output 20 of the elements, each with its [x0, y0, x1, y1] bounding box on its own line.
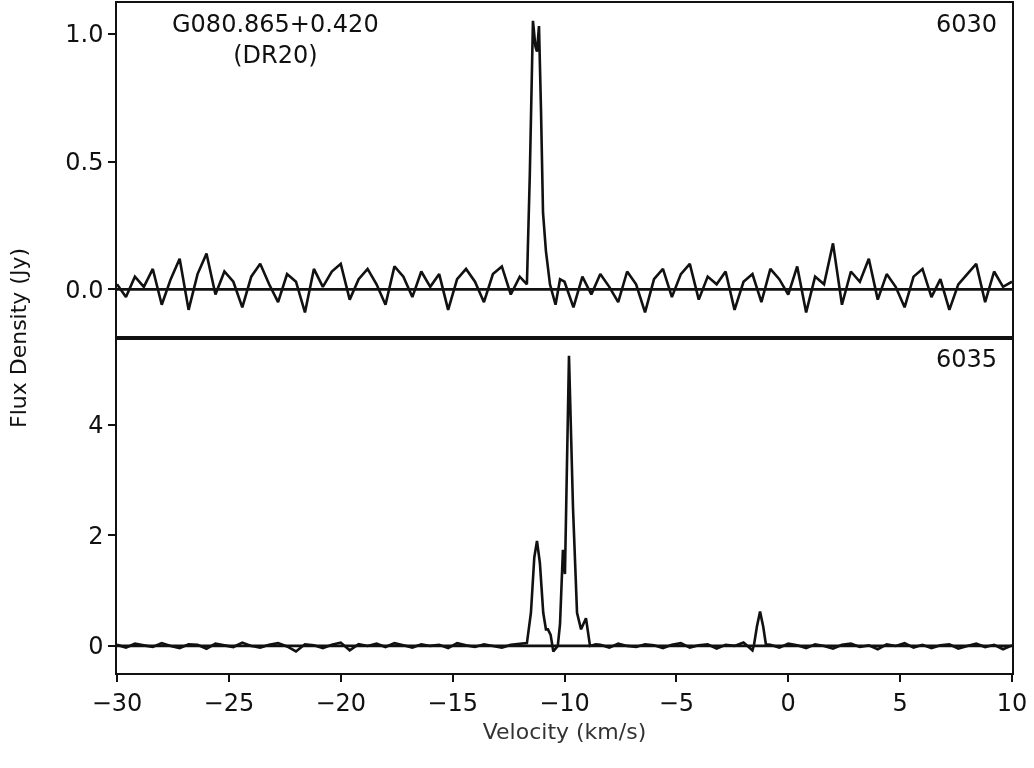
- annotation: G080.865+0.420 (DR20): [172, 10, 379, 70]
- y-tick-label: 0.0: [65, 275, 104, 304]
- y-axis-title: Flux Density (Jy): [5, 247, 31, 429]
- x-tick-label: 0: [780, 688, 796, 717]
- x-tick-label: −25: [203, 688, 255, 717]
- y-tick-label: 0.5: [65, 147, 104, 176]
- y-tick-label: 1.0: [65, 20, 104, 49]
- x-tick-label: −30: [91, 688, 143, 717]
- y-tick-label: 2: [88, 521, 104, 550]
- y-tick-label: 0: [88, 632, 104, 661]
- annotation: 6030: [936, 10, 998, 38]
- x-axis-title: Velocity (km/s): [482, 718, 647, 744]
- x-tick-label: 10: [996, 688, 1028, 717]
- x-tick-label: 5: [892, 688, 908, 717]
- x-tick-label: −10: [539, 688, 590, 717]
- x-tick-label: −5: [658, 688, 695, 717]
- y-tick-label: 4: [88, 411, 104, 440]
- annotation: 6035: [936, 345, 998, 373]
- x-tick-label: −15: [427, 688, 478, 717]
- x-tick-label: −20: [315, 688, 367, 717]
